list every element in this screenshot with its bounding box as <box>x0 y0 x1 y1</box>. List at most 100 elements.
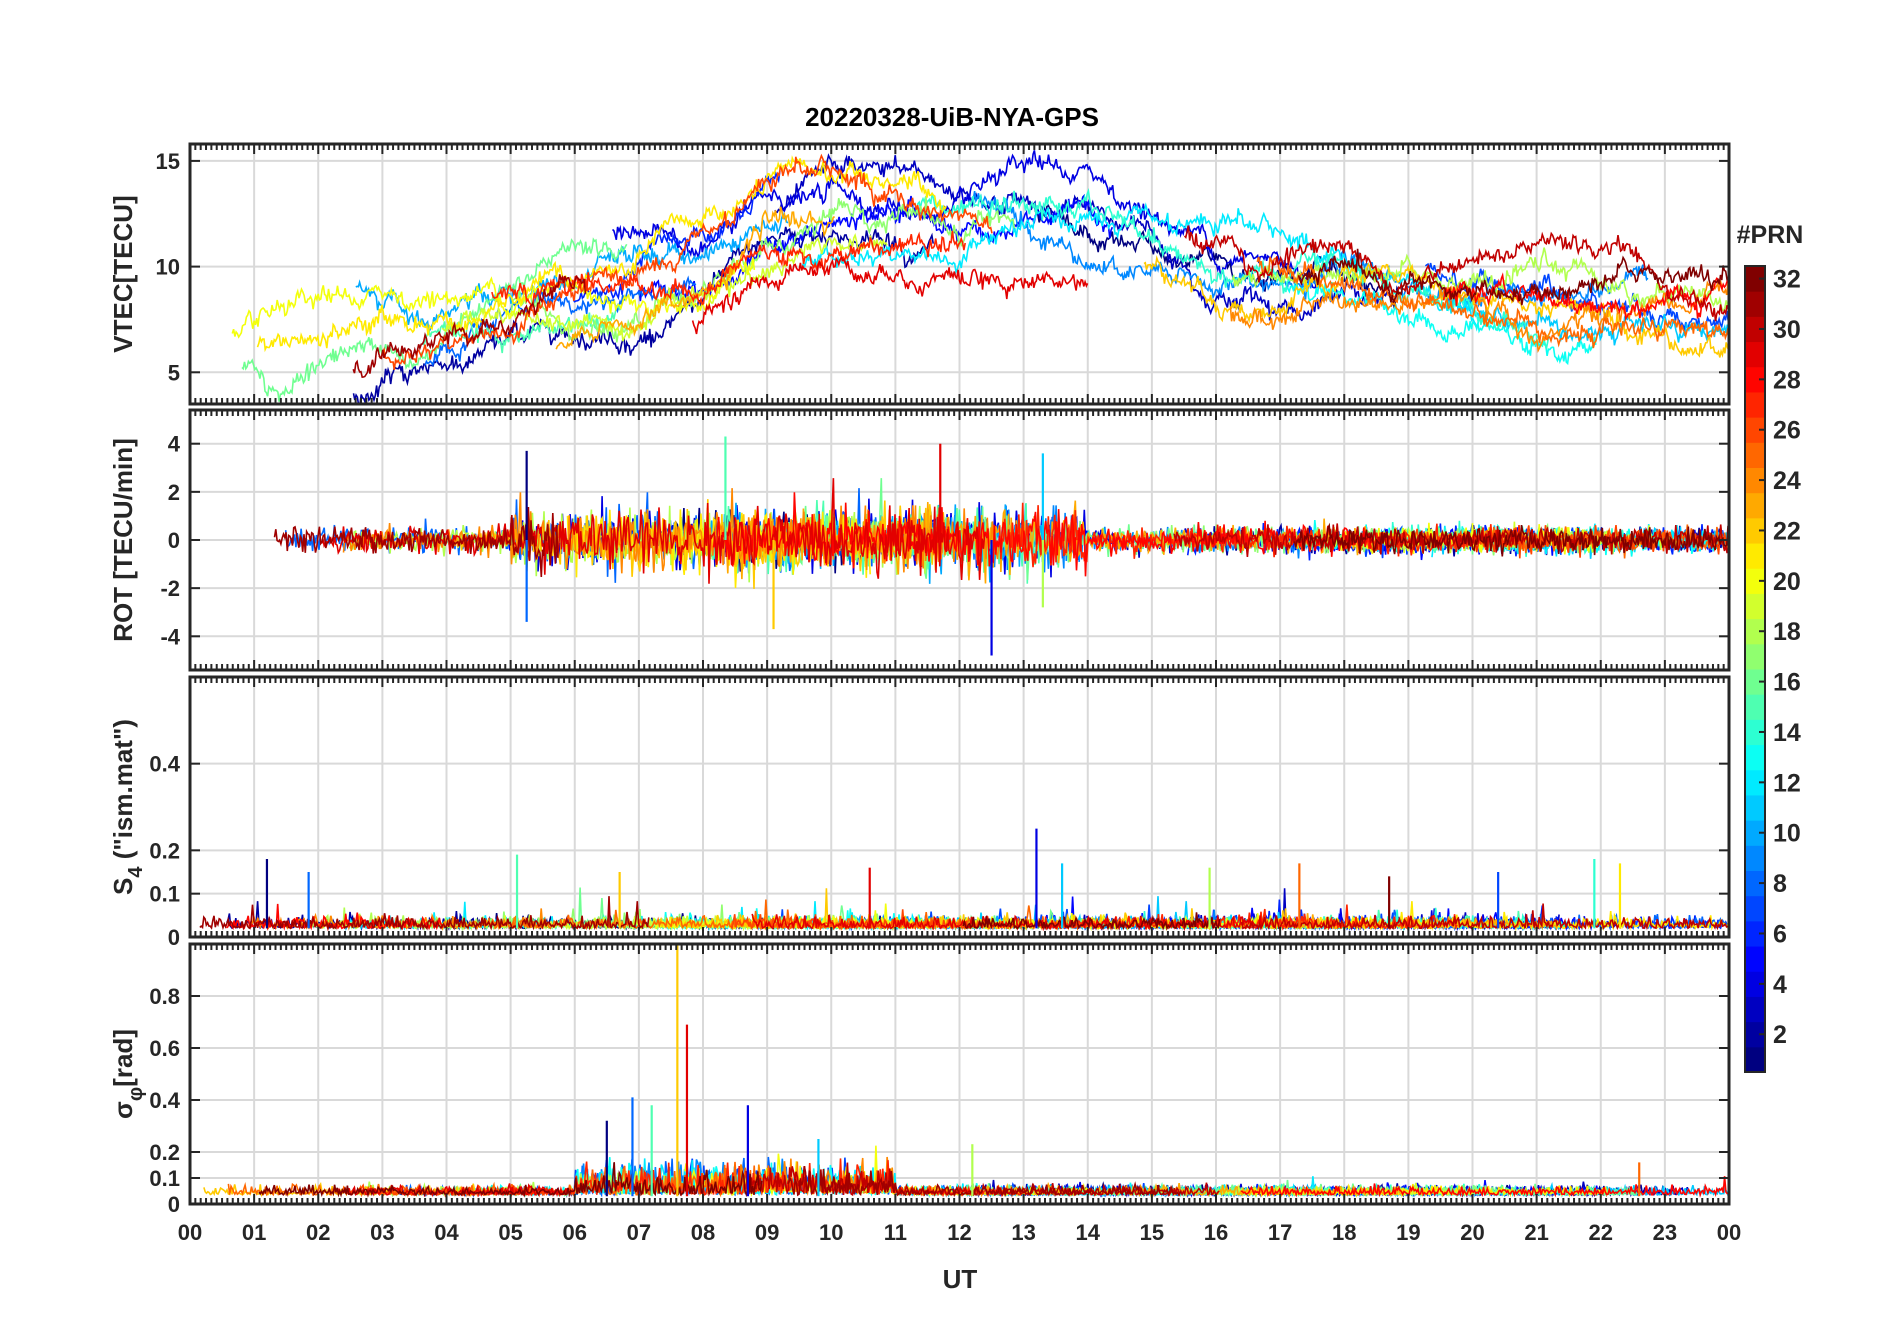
colorbar-swatch <box>1745 744 1765 771</box>
series-line-prn-31 <box>273 506 559 578</box>
y-tick-label: 0.2 <box>149 838 180 863</box>
y-ticks-sigma_phi: 00.10.2 0.4 0.6 0.8 <box>149 984 1729 1217</box>
x-tick-label: 02 <box>306 1220 330 1245</box>
y-tick-label: 0.4 <box>149 752 180 777</box>
panel-s4: 00.10.20.4S4 ("ism.mat") <box>108 675 1731 950</box>
colorbar-tick-label: 18 <box>1773 618 1801 646</box>
colorbar-swatch <box>1745 946 1765 972</box>
series-line-prn-25 <box>1256 256 1729 349</box>
series-line-prn-20 <box>231 257 756 339</box>
x-ticks-s4 <box>189 677 1730 937</box>
colorbar-tick-label: 8 <box>1773 870 1787 898</box>
x-tick-labels: 00 01 02 03 04 05 06 07 08 09 10 11 12 13 14 15 16 17 18 19… <box>178 1220 1741 1245</box>
series-s4 <box>199 828 1729 932</box>
series-line-prn-30 <box>1240 903 1729 931</box>
x-tick-label: 11 <box>884 1220 907 1245</box>
x-tick-label: 04 <box>434 1220 459 1245</box>
y-tick-label: 2 <box>168 480 180 505</box>
series-line-prn-21 <box>256 155 947 353</box>
y-axis-label-vtec: VTEC[TECU] <box>108 195 138 352</box>
x-ticks-vtec <box>189 144 1730 404</box>
series-line-prn-23 <box>555 206 836 350</box>
colorbar-swatch <box>1745 1021 1765 1048</box>
x-tick-label: 07 <box>627 1220 651 1245</box>
series-line-prn-8 <box>424 275 697 367</box>
y-tick-label: -4 <box>160 624 180 649</box>
colorbar-tick-label: 12 <box>1773 769 1801 797</box>
x-tick-label: 22 <box>1589 1220 1613 1245</box>
y-tick-label: 0.4 <box>149 1088 180 1113</box>
panel-vtec: 5 10 15 VTEC[TECU] <box>108 142 1731 406</box>
series-rot <box>273 436 1729 656</box>
y-label-sub: φ <box>125 1087 147 1101</box>
series-line-prn-30 <box>1183 225 1729 322</box>
colorbar-tick-label: 30 <box>1773 316 1801 344</box>
x-tick-label: 13 <box>1011 1220 1035 1245</box>
x-tick-label: 00 <box>1717 1220 1741 1245</box>
x-ticks-rot <box>189 410 1730 670</box>
y-tick-label: 5 <box>168 360 180 385</box>
grid-vtec <box>190 144 1729 404</box>
colorbar-swatch <box>1745 794 1765 821</box>
chart-title: 20220328-UiB-NYA-GPS <box>805 102 1099 132</box>
colorbar-tick-label: 20 <box>1773 568 1801 596</box>
x-tick-label: 19 <box>1396 1220 1420 1245</box>
y-tick-label: 10 <box>156 255 180 280</box>
colorbar-swatch <box>1745 417 1765 443</box>
colorbar-tick-label: 32 <box>1773 266 1801 294</box>
colorbar-tick-label: 6 <box>1773 920 1787 948</box>
grid-sigma_phi <box>190 944 1729 1205</box>
colorbar-swatch <box>1745 391 1765 418</box>
x-tick-label: 21 <box>1524 1220 1548 1245</box>
series-line-prn-27 <box>491 230 966 312</box>
colorbar-swatch <box>1745 467 1765 494</box>
colorbar-tick-label: 4 <box>1773 971 1787 999</box>
colorbar-gradient <box>1744 265 1766 1073</box>
y-label-main: σ <box>108 1101 138 1119</box>
series-line-prn-32 <box>1297 248 1729 306</box>
y-tick-label: 0.6 <box>149 1036 180 1061</box>
x-tick-label: 00 <box>178 1220 202 1245</box>
colorbar-swatch <box>1745 517 1765 544</box>
x-tick-label: 16 <box>1204 1220 1228 1245</box>
colorbar-swatch <box>1745 291 1765 317</box>
y-label-sub: 4 <box>125 866 147 878</box>
colorbar-swatch <box>1745 341 1765 368</box>
y-tick-label: 0.1 <box>149 882 180 907</box>
y-tick-label: 0 <box>168 1192 180 1217</box>
x-tick-label: 10 <box>819 1220 843 1245</box>
colorbar-swatch <box>1745 845 1765 871</box>
colorbar-swatch <box>1745 643 1765 670</box>
y-axis-label-rot: ROT [TECU/min] <box>108 438 138 642</box>
series-line-prn-6 <box>572 170 781 303</box>
x-tick-label: 08 <box>691 1220 715 1245</box>
colorbar-swatch <box>1745 593 1765 620</box>
series-line-prn-32 <box>962 912 1221 932</box>
series-line-prn-2 <box>352 226 934 404</box>
colorbar-tick-label: 14 <box>1773 719 1801 747</box>
y-ticks-s4: 0 0.1 0.2 0.4 <box>149 752 1729 950</box>
panel-sigma_phi: 00.10.20.40.60.8σφ[rad] <box>108 942 1731 1217</box>
y-axis-label-s4: S4 ("ism.mat") <box>108 719 147 895</box>
y-tick-label: 0.2 <box>149 1140 180 1165</box>
x-ticks-sigma_phi <box>189 944 1730 1204</box>
colorbar-swatch <box>1745 442 1765 468</box>
series-line-prn-26 <box>1369 524 1729 559</box>
colorbar-swatch <box>1745 1046 1765 1073</box>
colorbar-swatch <box>1745 492 1765 519</box>
x-tick-label: 05 <box>498 1220 522 1245</box>
colorbar-tick-label: 2 <box>1773 1021 1787 1049</box>
x-tick-label: 23 <box>1653 1220 1677 1245</box>
colorbar-tick-label: 22 <box>1773 517 1801 545</box>
colorbar-swatch <box>1745 568 1765 594</box>
colorbar-tick-label: 24 <box>1773 467 1801 495</box>
colorbar-swatch <box>1745 920 1765 947</box>
x-tick-label: 12 <box>947 1220 971 1245</box>
y-tick-label: -2 <box>160 576 180 601</box>
colorbar-swatch <box>1745 769 1765 796</box>
colorbar-swatch <box>1745 820 1765 846</box>
y-tick-label: 4 <box>168 432 181 457</box>
